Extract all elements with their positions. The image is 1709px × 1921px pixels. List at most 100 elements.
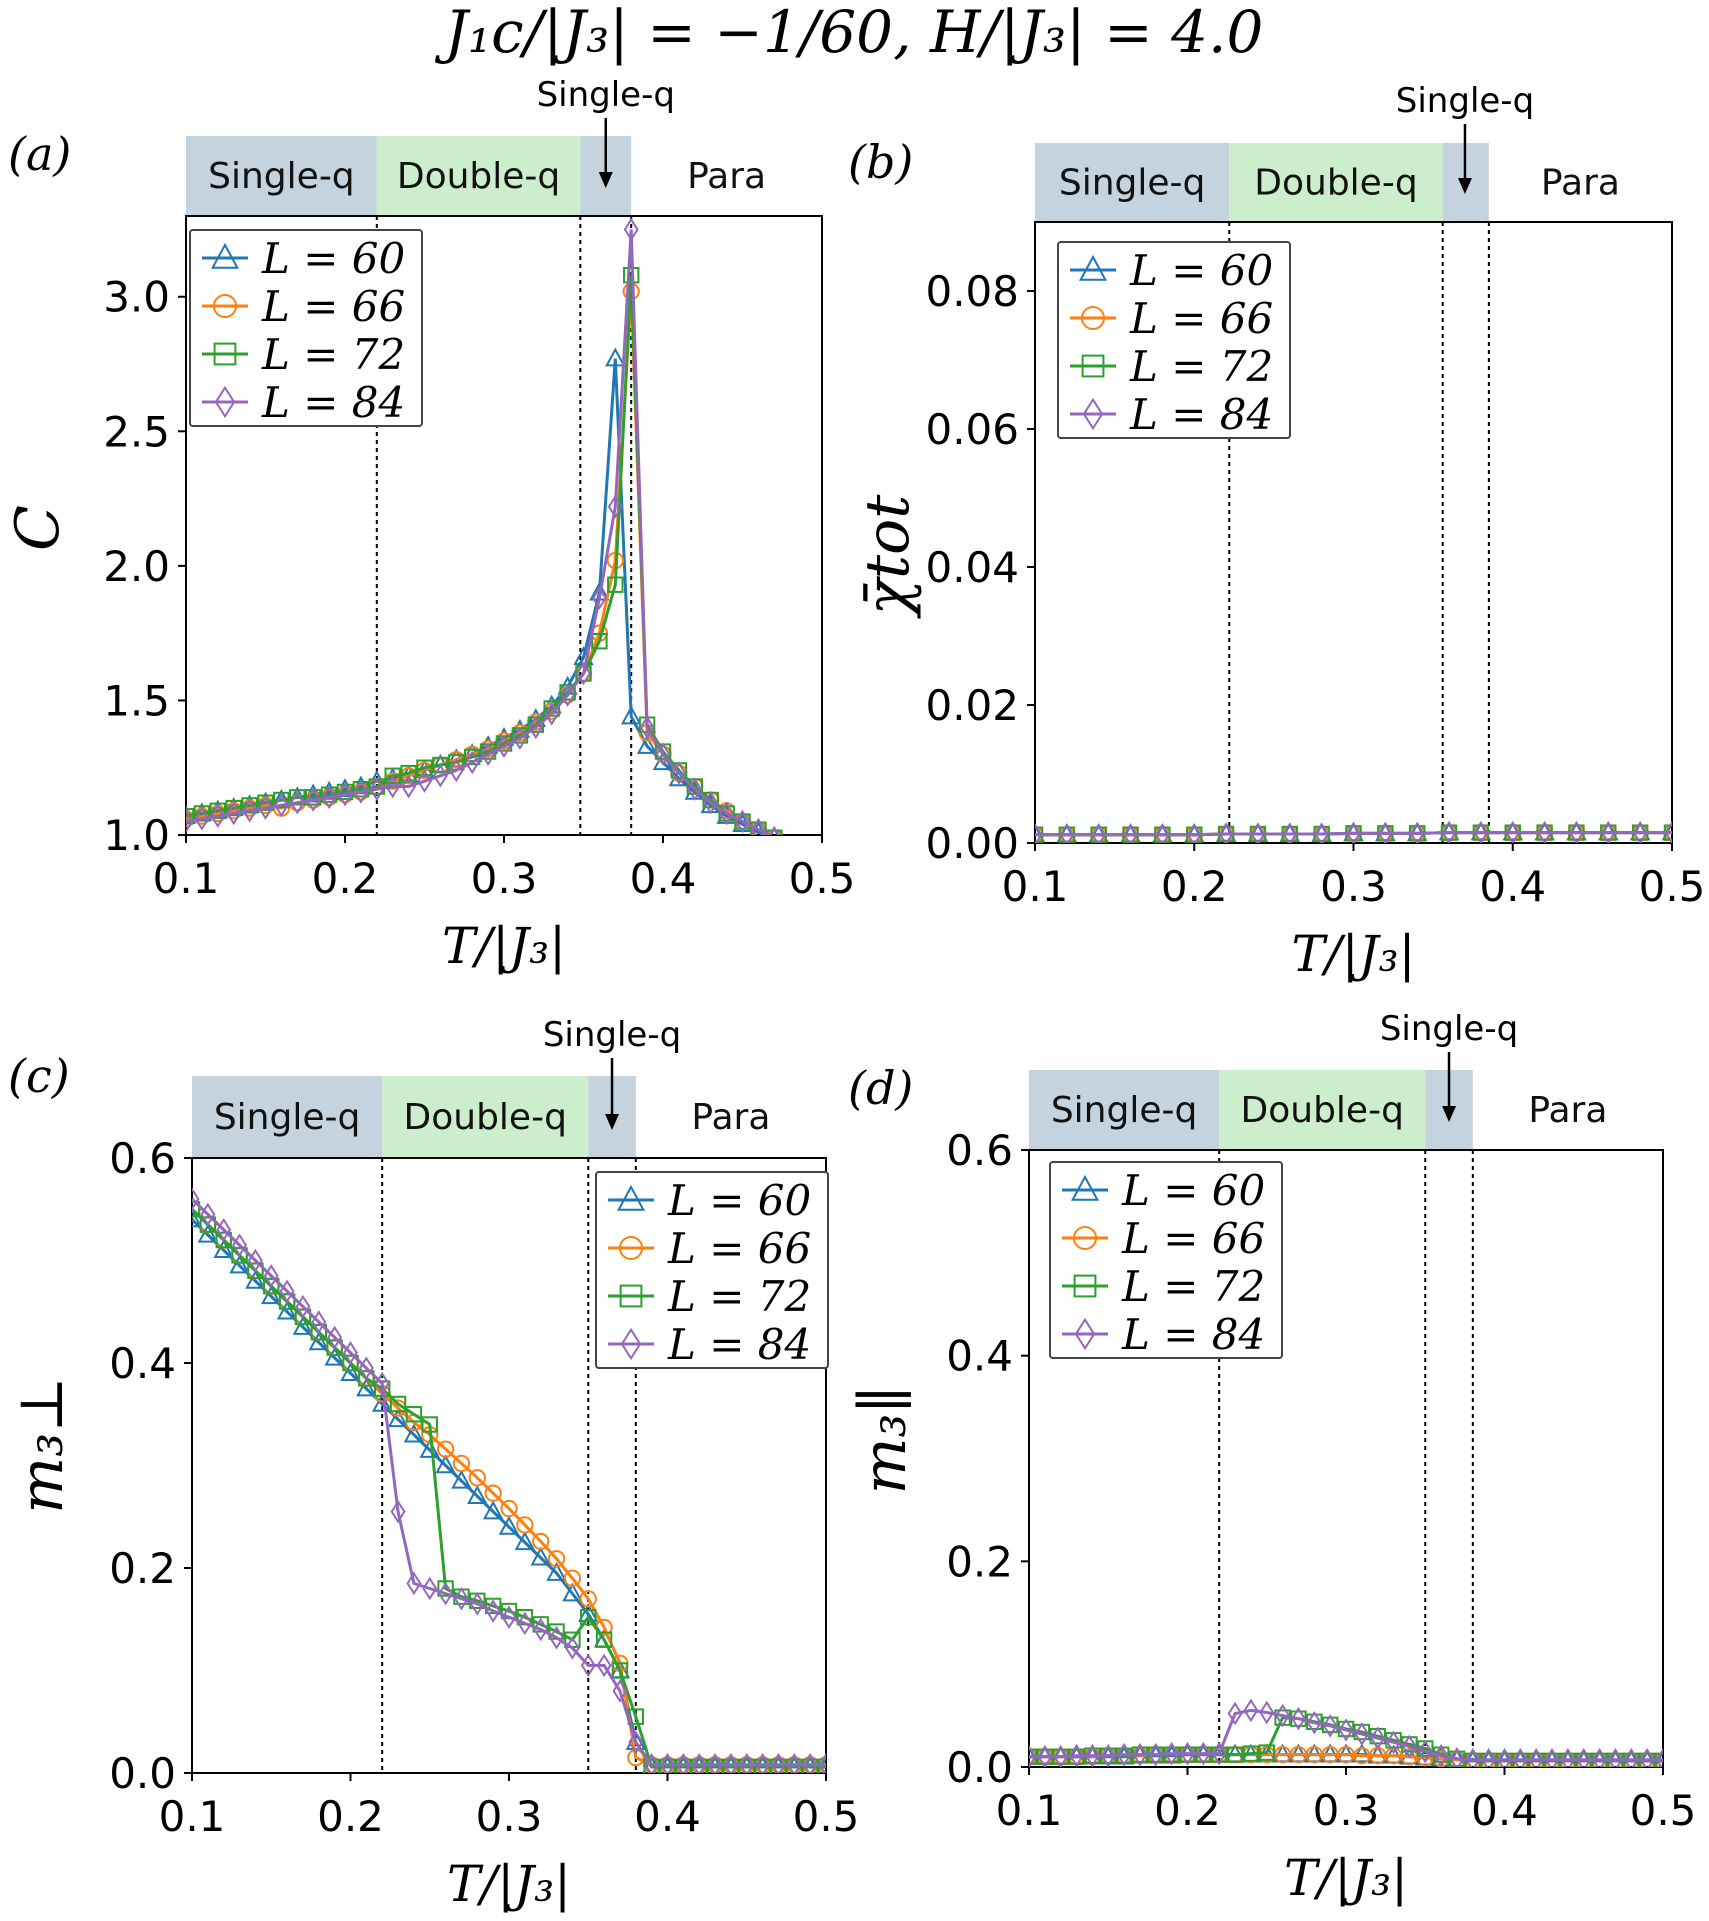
legend-marker <box>618 1235 644 1261</box>
data-point <box>1338 1718 1354 1742</box>
data-point <box>1275 1703 1291 1728</box>
data-point <box>242 799 258 823</box>
data-point <box>1497 1748 1512 1767</box>
data-point <box>448 758 464 783</box>
phase-band <box>1219 1070 1426 1150</box>
legend-marker <box>1072 1225 1098 1251</box>
legend-marker <box>620 1327 642 1361</box>
legend-marker <box>1080 305 1106 331</box>
phase-label: Double-q <box>404 1097 567 1138</box>
data-point <box>387 1408 409 1428</box>
data-point <box>1568 820 1584 843</box>
data-point <box>401 774 417 799</box>
data-point <box>1035 822 1043 843</box>
data-point <box>516 1516 534 1534</box>
data-point <box>1226 1746 1244 1763</box>
data-point <box>591 633 608 650</box>
legend-marker <box>1082 397 1104 431</box>
figure-title: J₁c/|J₃| = −1/60, H/|J₃| = 4.0 <box>435 0 1264 66</box>
data-point <box>501 1605 517 1629</box>
data-point <box>484 1484 502 1502</box>
series-group <box>186 217 783 835</box>
legend-marker <box>1073 1274 1097 1298</box>
legend-box <box>595 1171 829 1369</box>
legend-marker <box>616 1184 646 1211</box>
phase-band <box>1229 143 1443 222</box>
data-point <box>194 807 210 831</box>
data-point <box>639 715 655 740</box>
legend-label: L = 60 <box>1121 1166 1265 1215</box>
data-point <box>620 705 642 725</box>
data-point <box>533 1617 549 1642</box>
legend-marker <box>1081 354 1105 378</box>
data-point <box>544 702 560 726</box>
phase-band <box>192 1076 383 1158</box>
y-tick-label: 0.0 <box>109 1749 176 1798</box>
data-point <box>547 1550 566 1568</box>
data-point <box>1370 1726 1386 1750</box>
data-point <box>1473 820 1489 843</box>
data-point <box>1351 1743 1373 1763</box>
data-point <box>596 1653 612 1678</box>
data-point <box>1354 1722 1370 1746</box>
data-point <box>241 797 258 814</box>
data-point <box>576 661 591 686</box>
data-point <box>691 1753 707 1773</box>
data-point <box>342 1354 359 1372</box>
data-point <box>210 804 226 828</box>
data-point <box>1154 822 1170 843</box>
data-point <box>436 1440 455 1458</box>
x-tick-label: 0.1 <box>1002 862 1069 911</box>
data-point <box>500 1499 518 1518</box>
x-tick-label: 0.3 <box>476 1792 543 1841</box>
arrow-head <box>598 172 613 188</box>
series-group <box>1035 820 1672 843</box>
x-tick-label: 0.4 <box>634 1792 701 1841</box>
data-point <box>192 1187 200 1211</box>
data-point <box>818 1753 826 1773</box>
data-point <box>276 1300 298 1320</box>
data-point <box>337 782 353 807</box>
data-point <box>750 817 766 835</box>
data-point <box>532 1532 550 1550</box>
data-point <box>1290 1706 1306 1731</box>
panel-label: (d) <box>848 1061 913 1115</box>
data-point <box>549 1625 565 1650</box>
panel-a: (a) Single-q Double-q Para Single-q 0.1 0.2 0.3… <box>3 75 855 975</box>
data-point <box>580 1653 596 1678</box>
y-axis-label: χ̄tot <box>853 494 923 620</box>
legend: L = 60L = 66L = 72L = 84 <box>1057 241 1291 439</box>
data-point <box>193 805 211 822</box>
data-point <box>1441 820 1457 843</box>
data-point <box>247 1262 264 1279</box>
y-tick-label: 0.6 <box>109 1134 176 1183</box>
y-tick-label: 0.08 <box>925 267 1019 316</box>
data-point <box>400 764 417 782</box>
data-point <box>310 1324 328 1341</box>
data-point <box>1639 1748 1655 1767</box>
data-point <box>1259 1700 1275 1725</box>
data-point <box>1465 1748 1481 1767</box>
data-point <box>607 576 624 593</box>
data-point <box>1116 1742 1132 1767</box>
data-point <box>530 1546 551 1566</box>
data-point <box>1632 820 1648 843</box>
data-point <box>766 829 783 835</box>
data-point <box>186 807 195 825</box>
x-tick-label: 0.1 <box>159 1792 226 1841</box>
data-point <box>1059 822 1075 843</box>
x-tick-label: 0.1 <box>996 1786 1063 1835</box>
arrow-label: Single-q <box>1380 1009 1518 1049</box>
data-point <box>406 1571 422 1596</box>
data-point <box>1186 822 1202 843</box>
data-point <box>611 1662 629 1679</box>
data-point <box>1258 1744 1275 1761</box>
legend-label: L = 84 <box>1121 1310 1265 1359</box>
data-point <box>1091 822 1107 843</box>
y-tick-label: 0.00 <box>925 819 1019 868</box>
data-point <box>1409 821 1425 843</box>
data-point <box>453 1586 469 1611</box>
legend-marker <box>1078 254 1108 281</box>
data-point <box>578 1603 599 1622</box>
data-point <box>321 785 337 810</box>
